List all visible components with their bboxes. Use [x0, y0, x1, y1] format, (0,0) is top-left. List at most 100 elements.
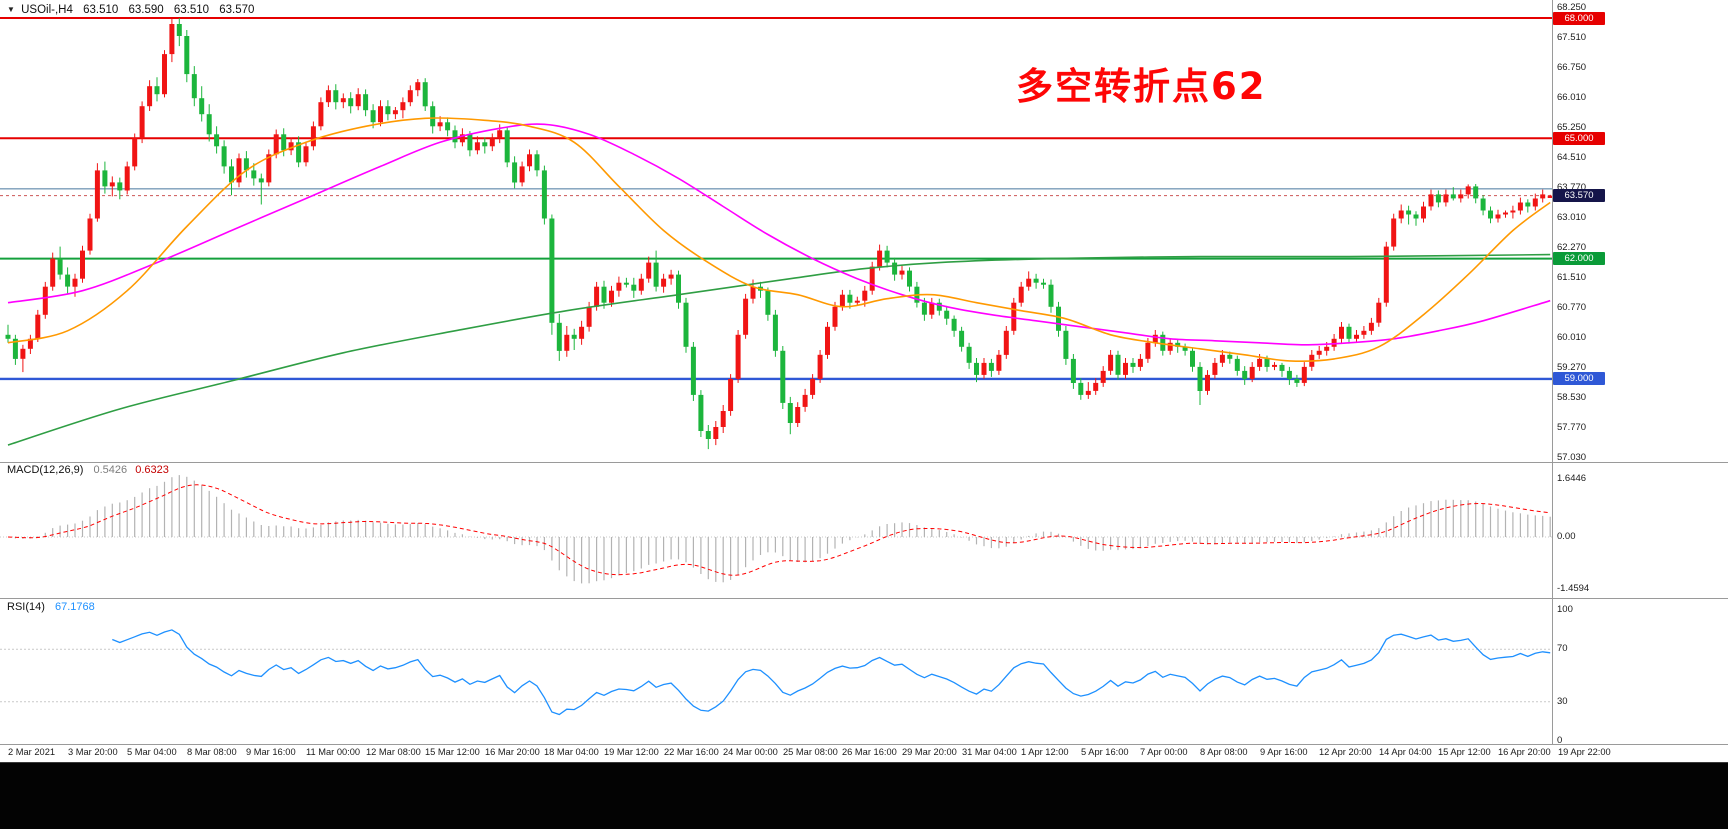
macd-signal-line: [7, 484, 1551, 576]
candle-body: [467, 134, 473, 151]
candle-body: [452, 130, 458, 143]
candle-body: [1286, 370, 1292, 379]
candle-body: [1264, 358, 1270, 367]
price-tick-58.530: 58.530: [1557, 392, 1587, 403]
price-tick-57.770: 57.770: [1557, 422, 1587, 433]
candle-body: [1190, 350, 1195, 367]
candle-body: [892, 262, 898, 275]
candle-body: [1428, 194, 1434, 207]
candle-body: [422, 82, 428, 107]
candle-body: [1361, 330, 1367, 335]
candle-body: [243, 158, 249, 171]
candle-body: [191, 74, 197, 99]
candle-body: [616, 282, 622, 291]
price-tick-68.250: 68.250: [1557, 2, 1587, 13]
price-chart-canvas[interactable]: [0, 0, 1728, 762]
candle-body: [229, 166, 234, 183]
candle-body: [273, 134, 279, 155]
ohlc-low: 63.510: [173, 4, 210, 16]
macd-tick-1.6446: 1.6446: [1557, 473, 1587, 484]
candle-body: [519, 166, 525, 183]
price-tick-66.010: 66.010: [1557, 92, 1587, 103]
time-label-20: 8 Apr 08:00: [1200, 747, 1248, 757]
candle-body: [1056, 306, 1061, 331]
price-tick-60.010: 60.010: [1557, 332, 1587, 343]
candle-body: [1003, 330, 1009, 355]
candle-body: [333, 90, 339, 103]
candle-body: [199, 98, 205, 115]
price-tick-63.010: 63.010: [1557, 212, 1587, 223]
candle-body: [251, 170, 257, 179]
time-label-18: 5 Apr 16:00: [1081, 747, 1129, 757]
candle-body: [94, 170, 100, 219]
candle-body: [944, 310, 950, 319]
ohlc-high: 63.590: [128, 4, 164, 16]
chart-header: ▼ USOil-,H4 63.510 63.590 63.510 63.570: [7, 4, 254, 16]
time-label-5: 11 Mar 00:00: [306, 747, 361, 757]
candle-body: [571, 334, 577, 339]
candle-body: [832, 306, 838, 327]
candle-body: [459, 134, 465, 143]
candle-body: [772, 314, 778, 351]
price-tag-63.570: 63.570: [1553, 189, 1605, 202]
price-tick-59.270: 59.270: [1557, 362, 1587, 373]
candle-body: [1540, 194, 1546, 199]
candle-body: [497, 130, 503, 139]
candle-body: [1272, 364, 1277, 367]
candle-body: [899, 270, 905, 275]
candle-body: [474, 142, 480, 151]
candle-body: [549, 218, 555, 323]
candle-body: [1398, 210, 1404, 219]
candle-body: [132, 138, 138, 167]
candle-body: [601, 286, 607, 303]
candle-body: [310, 126, 316, 147]
candle-body: [690, 346, 696, 395]
candle-body: [5, 334, 11, 339]
candle-body: [1301, 366, 1307, 383]
candle-body: [1346, 326, 1352, 339]
time-label-0: 2 Mar 2021: [8, 747, 56, 757]
candle-body: [1234, 358, 1240, 371]
candle-body: [214, 134, 220, 147]
macd-indicator-label: MACD(12,26,9) 0.5426 0.6323: [7, 464, 169, 476]
candle-body: [1219, 354, 1225, 363]
candle-body: [1137, 358, 1143, 367]
time-label-4: 9 Mar 16:00: [246, 747, 296, 757]
candle-body: [27, 338, 33, 349]
candle-body: [966, 346, 972, 363]
candle-body: [1368, 322, 1374, 331]
time-label-10: 19 Mar 12:00: [604, 747, 659, 757]
candle-body: [87, 218, 93, 251]
candle-body: [1033, 278, 1039, 283]
chart-annotation[interactable]: 多空转折点62: [1016, 65, 1267, 108]
candle-body: [1547, 195, 1553, 198]
candle-body: [556, 322, 562, 351]
candle-body: [445, 122, 451, 131]
candle-body: [407, 90, 413, 103]
candle-body: [1212, 362, 1218, 375]
candle-body: [921, 302, 927, 315]
candle-body: [959, 330, 965, 347]
candle-body: [20, 348, 26, 359]
rsi-value: 67.1768: [54, 601, 95, 613]
time-label-15: 29 Mar 20:00: [902, 747, 957, 757]
candle-body: [787, 403, 793, 423]
candle-body: [884, 250, 890, 263]
candle-body: [1510, 210, 1516, 213]
candle-body: [1294, 378, 1300, 383]
price-tick-60.770: 60.770: [1557, 302, 1587, 313]
candle-body: [817, 354, 823, 379]
candle-body: [1123, 362, 1128, 375]
candle-body: [929, 302, 935, 315]
candle-body: [1242, 370, 1248, 379]
candle-body: [1197, 366, 1203, 391]
chart-menu-icon[interactable]: ▼: [7, 5, 15, 14]
candle-body: [638, 278, 644, 291]
candle-body: [1488, 210, 1493, 219]
time-label-21: 9 Apr 16:00: [1260, 747, 1308, 757]
macd-value: 0.5426: [93, 464, 128, 476]
rsi-tick-70: 70: [1557, 643, 1568, 654]
candle-body: [1279, 364, 1285, 371]
price-tag-59.000: 59.000: [1553, 372, 1605, 385]
